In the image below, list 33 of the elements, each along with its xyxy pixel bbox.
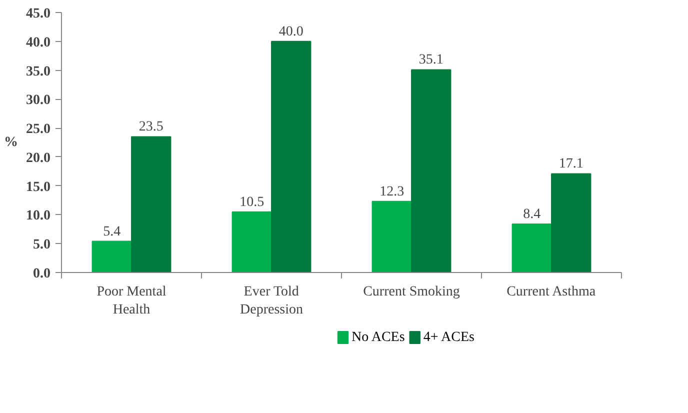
data-label: 12.3 [380,184,404,200]
x-tick-label: Current Smoking [363,284,460,300]
bar [131,136,172,272]
text: 5.0 [33,238,50,253]
legend-label: 4+ ACEs [423,330,474,345]
data-label: 40.0 [278,24,304,40]
y-axis-title: % [4,135,18,150]
text: 15.0 [26,180,50,195]
bar [551,173,592,272]
text: 30.0 [26,93,50,108]
bar [92,240,132,272]
x-tick-label: Current Asthma [506,284,596,300]
data-label: 17.1 [558,156,584,172]
data-label: 8.4 [523,206,541,222]
bar [232,211,272,272]
legend-label: No ACEs [352,330,405,345]
data-label: 10.5 [240,194,264,210]
bar [271,40,312,272]
data-label: 5.4 [103,224,121,240]
text: 10.0 [26,208,50,224]
x-tick-label: Poor Mental Health [96,284,166,318]
text: 35.0 [26,64,50,80]
text: 20.0 [26,150,50,166]
bar [411,69,452,272]
text: 0.0 [33,266,50,282]
text: 45.0 [26,6,50,22]
text: 25.0 [26,122,50,138]
data-label: 35.1 [418,52,444,68]
bar [512,223,552,272]
bar [372,200,412,272]
text: 40.0 [26,35,50,50]
x-tick-label: Ever Told Depression [240,284,304,318]
data-label: 23.5 [138,120,164,135]
